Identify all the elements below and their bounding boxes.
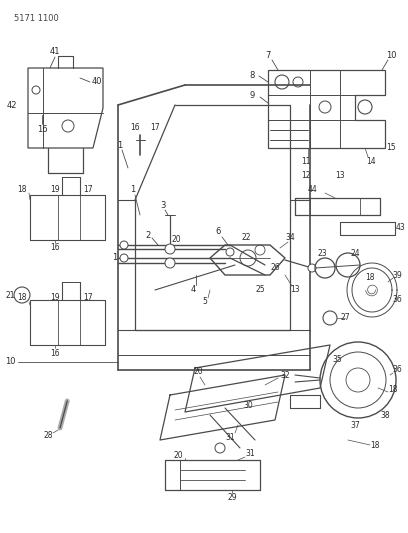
Text: 13: 13 — [335, 171, 345, 180]
Text: 4: 4 — [191, 286, 195, 295]
Circle shape — [308, 264, 316, 272]
Text: 18: 18 — [370, 440, 380, 449]
Text: 19: 19 — [50, 185, 60, 195]
Text: 16: 16 — [130, 124, 140, 133]
Text: 36: 36 — [392, 295, 402, 304]
Text: 36: 36 — [392, 366, 402, 375]
Text: 22: 22 — [241, 233, 251, 243]
Text: 43: 43 — [395, 223, 405, 232]
Text: 17: 17 — [150, 124, 160, 133]
Text: 21: 21 — [5, 290, 15, 300]
Text: 32: 32 — [280, 370, 290, 379]
Circle shape — [120, 241, 128, 249]
Text: 12: 12 — [301, 171, 311, 180]
Text: 34: 34 — [285, 233, 295, 243]
Text: 19: 19 — [50, 294, 60, 303]
Text: 18: 18 — [365, 273, 375, 282]
Text: 20: 20 — [193, 367, 203, 376]
Text: 28: 28 — [43, 431, 53, 440]
Text: 27: 27 — [340, 313, 350, 322]
Text: 13: 13 — [290, 286, 300, 295]
Text: 6: 6 — [215, 228, 221, 237]
Text: 35: 35 — [332, 356, 342, 365]
Text: 5: 5 — [202, 297, 207, 306]
Text: 18: 18 — [17, 185, 27, 195]
Circle shape — [226, 248, 234, 256]
Text: 3: 3 — [160, 200, 166, 209]
Text: 17: 17 — [83, 185, 93, 195]
Text: 24: 24 — [350, 249, 360, 259]
Text: 31: 31 — [245, 448, 255, 457]
Text: 5171 1100: 5171 1100 — [14, 14, 59, 23]
Circle shape — [165, 258, 175, 268]
Text: 2: 2 — [145, 230, 151, 239]
Text: 10: 10 — [5, 358, 15, 367]
Text: 14: 14 — [366, 157, 376, 166]
Text: 16: 16 — [50, 349, 60, 358]
Text: 1: 1 — [118, 141, 123, 149]
Text: 42: 42 — [7, 101, 17, 109]
Text: 18: 18 — [388, 385, 398, 394]
Text: 9: 9 — [249, 91, 255, 100]
Text: 37: 37 — [350, 421, 360, 430]
Text: 44: 44 — [307, 185, 317, 195]
Text: 18: 18 — [17, 294, 27, 303]
Text: 29: 29 — [227, 494, 237, 503]
Text: 20: 20 — [173, 450, 183, 459]
Text: 23: 23 — [317, 249, 327, 259]
Text: 38: 38 — [380, 410, 390, 419]
Text: 25: 25 — [255, 286, 265, 295]
Text: 7: 7 — [265, 51, 271, 60]
Text: 15: 15 — [386, 143, 396, 152]
Text: 17: 17 — [83, 294, 93, 303]
Text: 30: 30 — [243, 400, 253, 409]
Text: 31: 31 — [225, 433, 235, 442]
Text: 41: 41 — [50, 47, 60, 56]
Text: 16: 16 — [37, 125, 47, 134]
Text: 1: 1 — [112, 254, 118, 262]
Text: 8: 8 — [249, 70, 255, 79]
Text: 26: 26 — [270, 263, 280, 272]
Circle shape — [120, 254, 128, 262]
Text: 39: 39 — [392, 271, 402, 279]
Text: 20: 20 — [171, 236, 181, 245]
Text: 40: 40 — [92, 77, 102, 86]
Text: 1: 1 — [131, 185, 135, 195]
Circle shape — [165, 244, 175, 254]
Text: 10: 10 — [386, 51, 396, 60]
Text: 11: 11 — [301, 157, 311, 166]
Text: 16: 16 — [50, 244, 60, 253]
